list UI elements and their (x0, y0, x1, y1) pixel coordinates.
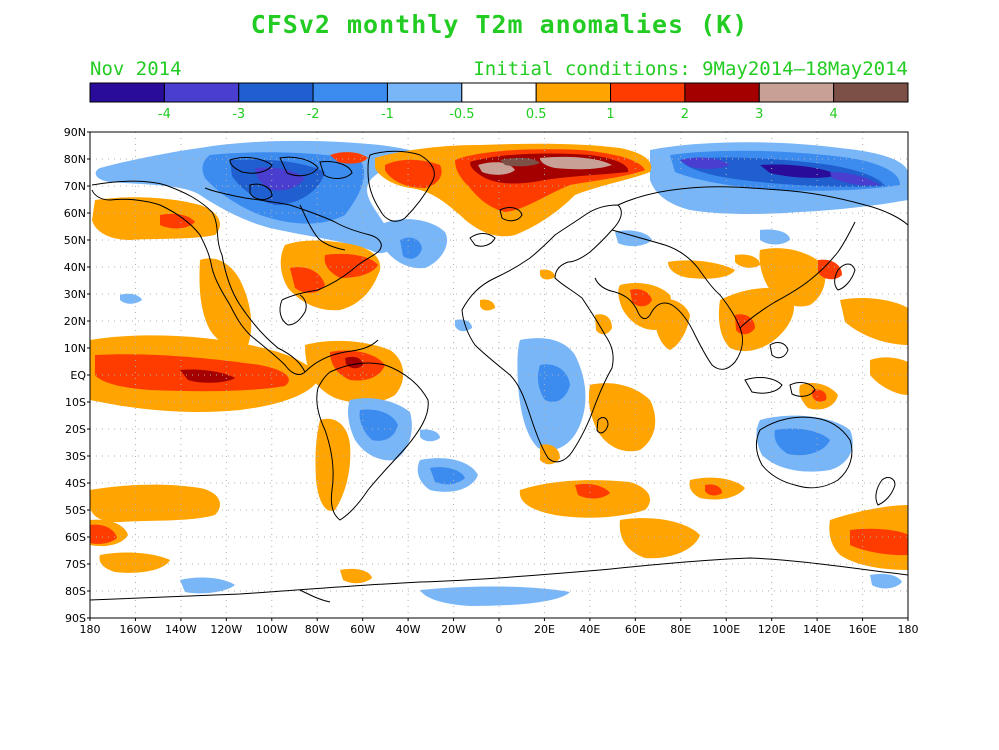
latitude-tick-label: 60N (64, 207, 86, 220)
colorbar-label: -4 (158, 107, 171, 122)
colorbar: -4 -3 -2 -1 -0.5 0.5 1 2 3 4 (89, 82, 909, 122)
longitude-tick-label: 120E (758, 623, 786, 636)
latitude-tick-label: 80N (64, 153, 86, 166)
colorbar-label: -2 (307, 107, 320, 122)
longitude-tick-label: 40E (579, 623, 600, 636)
longitude-tick-label: 80E (670, 623, 691, 636)
colorbar-swatch (163, 82, 240, 103)
latitude-tick-label: 30N (64, 288, 86, 301)
latitude-tick-label: 50N (64, 234, 86, 247)
latitude-tick-label: 30S (65, 450, 86, 463)
init-conditions-label: Initial conditions: 9May2014–18May2014 (473, 58, 908, 80)
latitude-tick-label: 20N (64, 315, 86, 328)
longitude-tick-label: 20E (534, 623, 555, 636)
latitude-tick-label: EQ (70, 369, 86, 382)
latitude-tick-label: 90S (65, 612, 86, 625)
longitude-tick-label: 140E (803, 623, 831, 636)
latitude-tick-label: 20S (65, 423, 86, 436)
longitude-tick-label: 60W (350, 623, 375, 636)
longitude-tick-label: 160W (120, 623, 152, 636)
colorbar-label: 0.5 (526, 107, 547, 122)
coastlines (90, 150, 908, 603)
colorbar-swatch (684, 82, 760, 103)
colorbar-label: 3 (755, 107, 763, 122)
latitude-tick-label: 90N (64, 126, 86, 139)
longitude-tick-label: 100E (712, 623, 740, 636)
colorbar-label: 2 (681, 107, 689, 122)
colorbar-swatch (535, 82, 612, 103)
latitude-tick-label: 70S (65, 558, 86, 571)
colorbar-label: 4 (829, 107, 837, 122)
longitude-tick-label: 160E (849, 623, 877, 636)
colorbar-swatch (312, 82, 388, 103)
colorbar-swatch (758, 82, 835, 103)
colorbar-label: -0.5 (449, 107, 474, 122)
latitude-tick-label: 40N (64, 261, 86, 274)
latitude-tick-label: 70N (64, 180, 86, 193)
longitude-tick-label: 180 (898, 623, 919, 636)
latitude-tick-label: 50S (65, 504, 86, 517)
colorbar-label: -1 (381, 107, 394, 122)
latitude-tick-label: 60S (65, 531, 86, 544)
map-title: CFSv2 monthly T2m anomalies (K) (250, 10, 749, 39)
longitude-tick-label: 180 (80, 623, 101, 636)
longitude-tick-label: 100W (256, 623, 288, 636)
anomaly-shading (90, 140, 908, 606)
longitude-tick-label: 0 (496, 623, 503, 636)
colorbar-label: -3 (232, 107, 245, 122)
map-area (90, 132, 908, 618)
latitude-tick-label: 80S (65, 585, 86, 598)
longitude-tick-label: 20W (441, 623, 466, 636)
colorbar-swatch (461, 82, 537, 103)
longitude-tick-label: 80W (305, 623, 330, 636)
longitude-tick-label: 40W (396, 623, 421, 636)
valid-month-label: Nov 2014 (90, 58, 182, 80)
colorbar-swatch (386, 82, 463, 103)
colorbar-label: 1 (606, 107, 614, 122)
graticule (90, 132, 908, 618)
latitude-tick-label: 10S (65, 396, 86, 409)
longitude-tick-label: 60E (625, 623, 646, 636)
latitude-tick-label: 40S (65, 477, 86, 490)
latitude-labels: 90N 80N 70N 60N 50N 40N 30N 20N 10N EQ 10S 20S 30S 40… (64, 126, 90, 625)
colorbar-swatch (833, 82, 909, 103)
longitude-labels: 180 160W 140W 120W 100W 80W 60W 40W 20W 0 20E 40E 60… (80, 618, 919, 636)
colorbar-swatch (238, 82, 314, 103)
longitude-tick-label: 140W (165, 623, 197, 636)
latitude-tick-label: 10N (64, 342, 86, 355)
colorbar-swatch (89, 82, 165, 103)
longitude-tick-label: 120W (210, 623, 242, 636)
colorbar-swatch (610, 82, 686, 103)
